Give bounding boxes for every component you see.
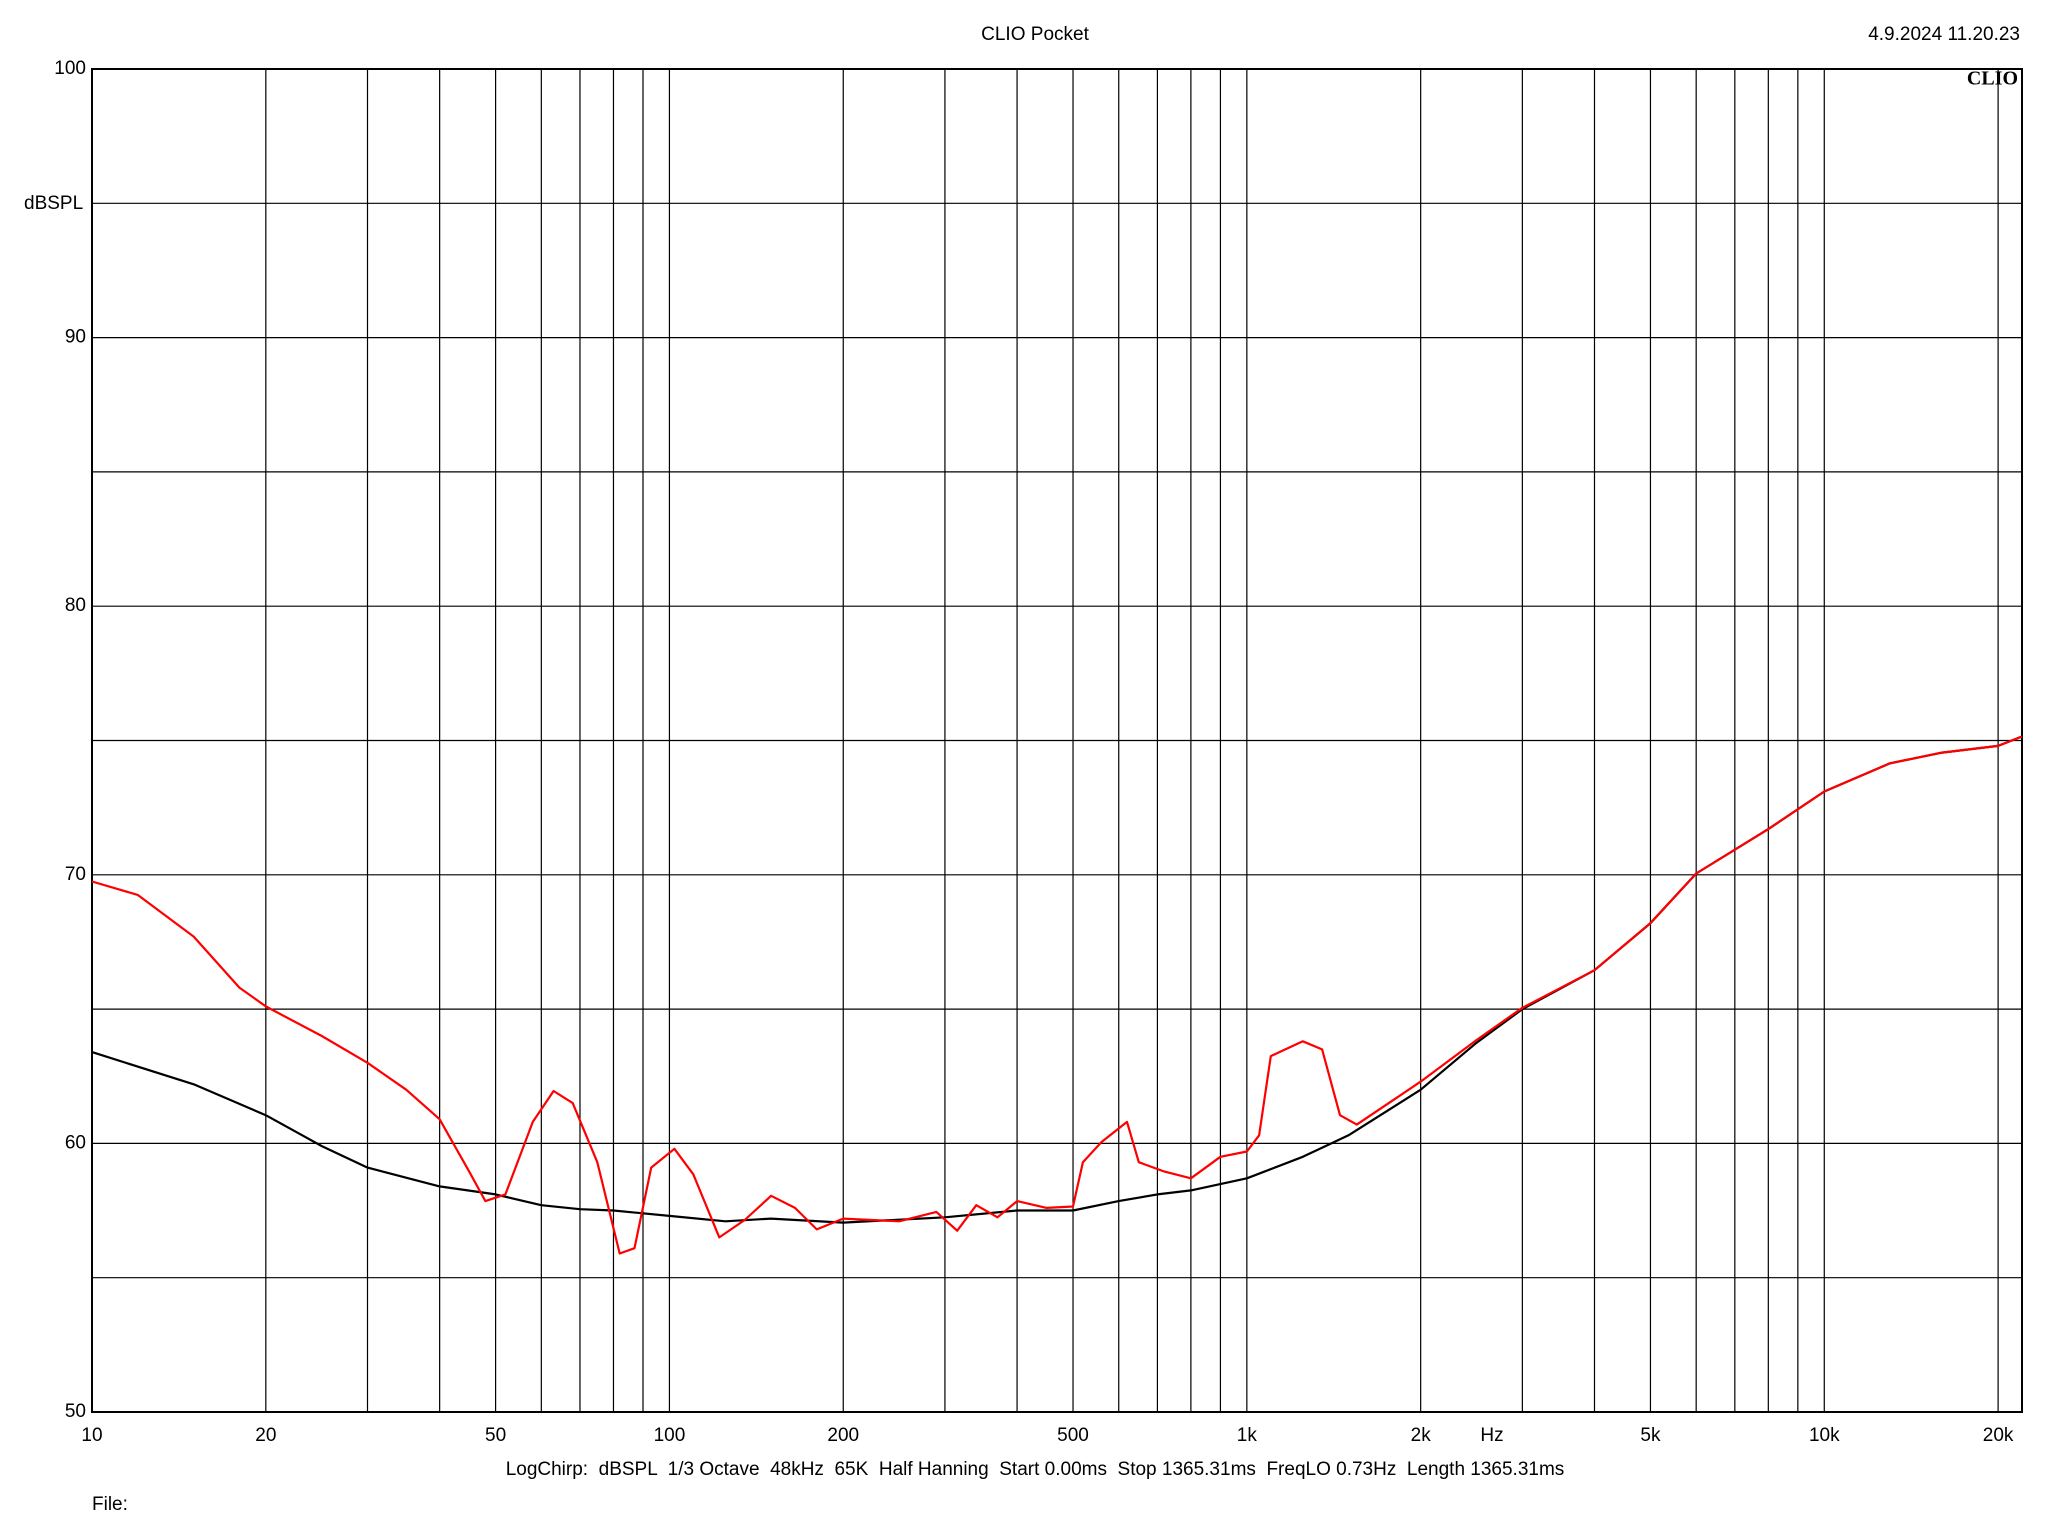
y-tick-label: 60 — [65, 1132, 86, 1153]
y-tick-label: 70 — [65, 864, 86, 885]
x-tick-label: 100 — [654, 1425, 686, 1446]
x-tick-label: 1k — [1237, 1425, 1258, 1446]
x-tick-label: 20 — [255, 1425, 276, 1446]
logo: CLIO — [1967, 68, 2018, 90]
x-tick-label: 500 — [1057, 1425, 1089, 1446]
x-tick-label: 50 — [485, 1425, 506, 1446]
x-axis-label: Hz — [1480, 1425, 1503, 1446]
series-line — [91, 735, 2023, 1255]
x-tick-label: 200 — [827, 1425, 859, 1446]
chart-title: CLIO Pocket — [981, 24, 1089, 45]
settings-line: LogChirp: dBSPL 1/3 Octave 48kHz 65K Hal… — [506, 1459, 1565, 1480]
file-label: File: — [92, 1494, 128, 1515]
plot-frame — [91, 68, 2023, 1413]
x-tick-label: 20k — [1983, 1425, 2014, 1446]
x-tick-label: 5k — [1640, 1425, 1661, 1446]
y-tick-label: 50 — [65, 1401, 86, 1422]
x-tick-label: 2k — [1411, 1425, 1432, 1446]
series-line — [91, 735, 2023, 1224]
y-tick-label: 80 — [65, 595, 86, 616]
y-tick-label: 100 — [54, 58, 86, 79]
timestamp: 4.9.2024 11.20.23 — [1868, 24, 2020, 45]
x-tick-label: 10 — [81, 1425, 102, 1446]
y-axis-label: dBSPL — [24, 193, 83, 214]
x-tick-label: 10k — [1809, 1425, 1840, 1446]
y-tick-label: 90 — [65, 327, 86, 348]
